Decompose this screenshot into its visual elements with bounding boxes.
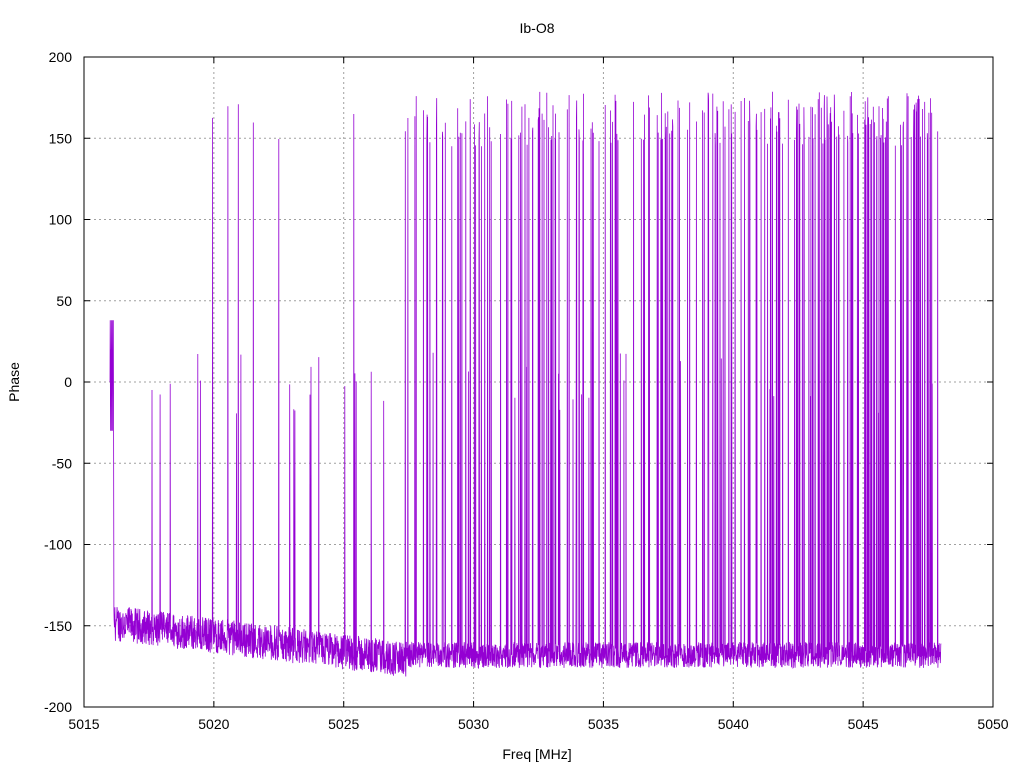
x-tick-label: 5045 bbox=[848, 716, 879, 732]
phase-series-line bbox=[109, 91, 942, 677]
series-layer bbox=[109, 91, 942, 677]
y-tick-label: -50 bbox=[52, 455, 72, 471]
y-tick-label: 150 bbox=[49, 130, 73, 146]
y-tick-label: 100 bbox=[49, 212, 73, 228]
y-tick-label: -100 bbox=[44, 537, 72, 553]
x-tick-label: 5020 bbox=[198, 716, 229, 732]
y-tick-label: 0 bbox=[64, 374, 72, 390]
chart-title: Ib-O8 bbox=[519, 20, 554, 36]
x-tick-label: 5015 bbox=[68, 716, 99, 732]
x-axis-title: Freq [MHz] bbox=[502, 746, 571, 762]
y-tick-label: 50 bbox=[56, 293, 72, 309]
x-tick-label: 5040 bbox=[718, 716, 749, 732]
ticks: 5015 5020 5025 5030 5035 5040 5045 5050 -200 -150… bbox=[44, 49, 1009, 732]
y-tick-label: -150 bbox=[44, 618, 72, 634]
y-axis-title: Phase bbox=[6, 362, 22, 402]
x-tick-label: 5035 bbox=[588, 716, 619, 732]
grid bbox=[84, 57, 993, 707]
x-tick-label: 5030 bbox=[458, 716, 489, 732]
y-tick-label: 200 bbox=[49, 49, 73, 65]
y-tick-label: -200 bbox=[44, 699, 72, 715]
x-tick-label: 5025 bbox=[328, 716, 359, 732]
x-tick-label: 5050 bbox=[977, 716, 1008, 732]
